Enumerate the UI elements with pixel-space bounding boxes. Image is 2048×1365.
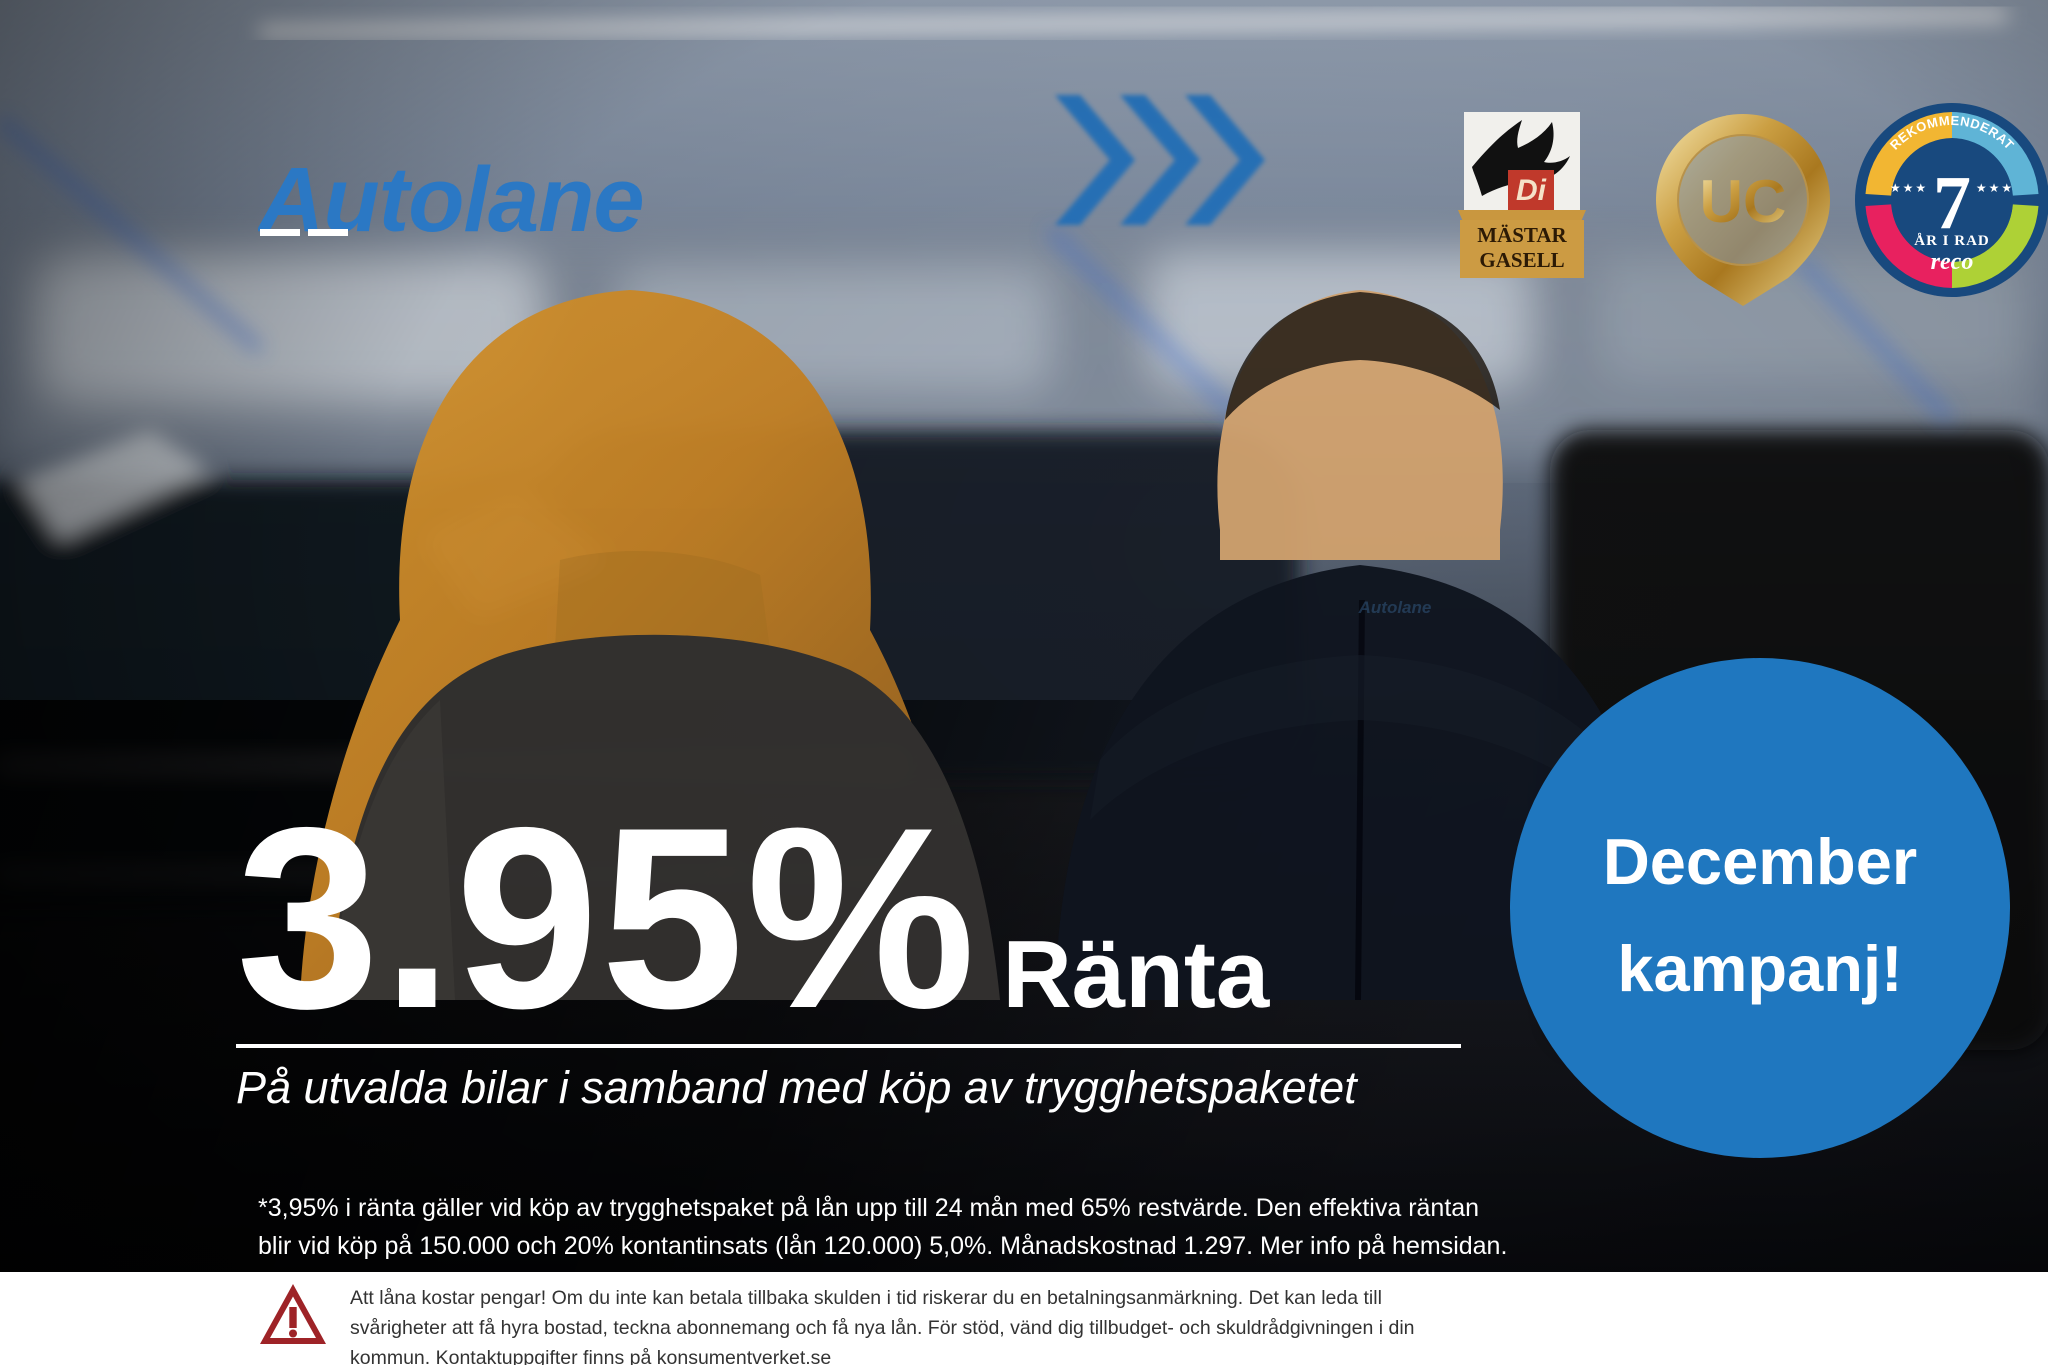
svg-text:kampanj!: kampanj! <box>1617 932 1902 1005</box>
svg-text:ÅR I RAD: ÅR I RAD <box>1914 233 1990 249</box>
svg-text:GASELL: GASELL <box>1479 248 1564 272</box>
svg-text:Autolane: Autolane <box>1358 598 1432 617</box>
svg-text:December: December <box>1603 825 1917 898</box>
svg-text:★★★: ★★★ <box>1890 181 1928 195</box>
svg-text:★★★: ★★★ <box>1976 181 2014 195</box>
svg-text:UC: UC <box>1700 168 1787 235</box>
svg-text:Di: Di <box>1516 174 1547 207</box>
svg-text:reco: reco <box>1931 249 1974 275</box>
svg-text:MÄSTAR: MÄSTAR <box>1477 223 1567 247</box>
